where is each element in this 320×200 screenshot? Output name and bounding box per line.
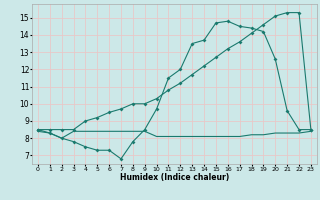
X-axis label: Humidex (Indice chaleur): Humidex (Indice chaleur) [120, 173, 229, 182]
